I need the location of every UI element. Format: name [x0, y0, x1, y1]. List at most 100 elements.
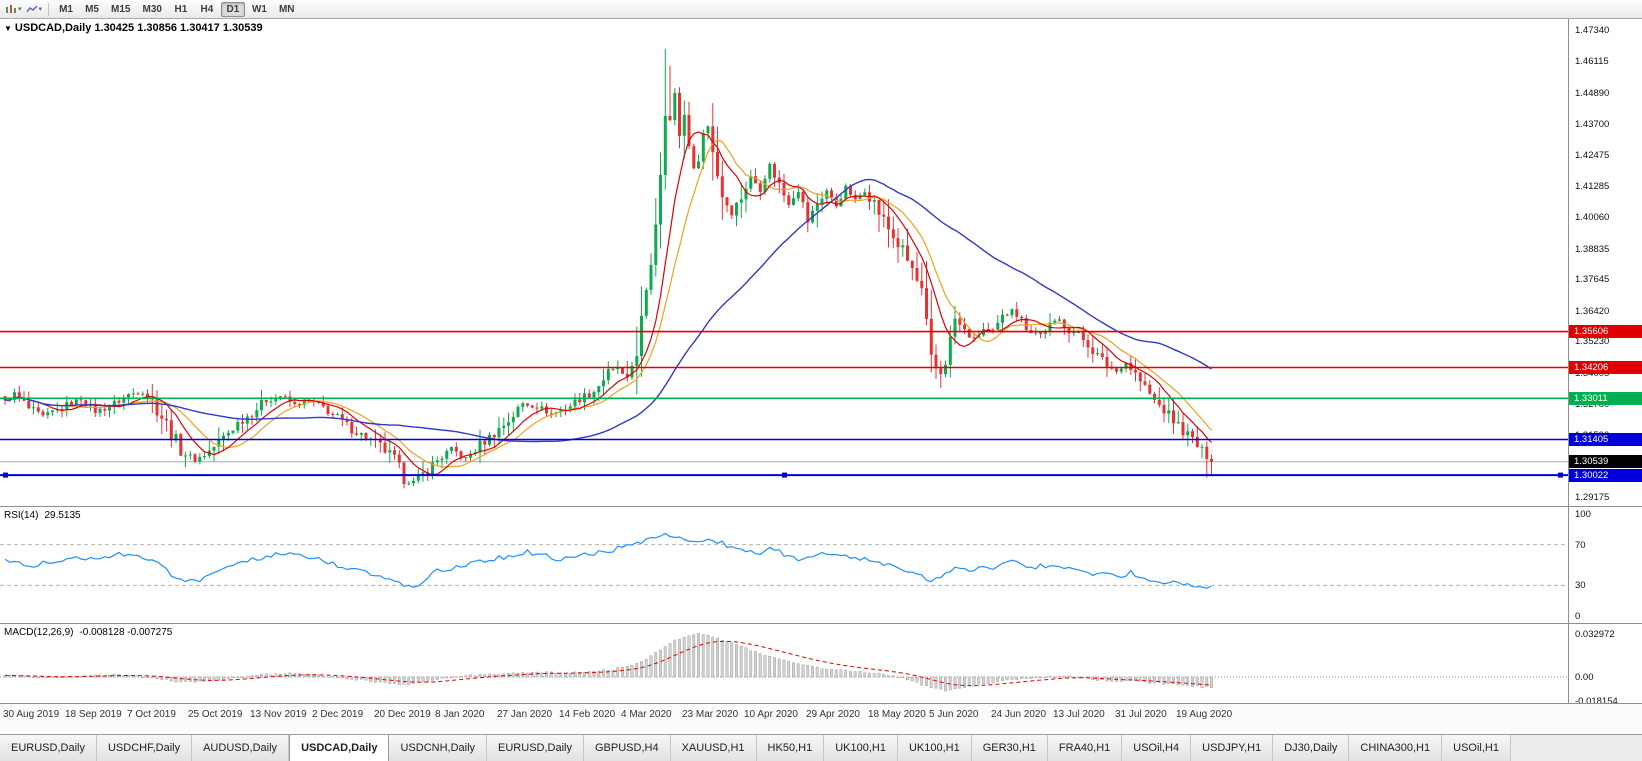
candlestick-canvas[interactable] — [0, 19, 1568, 506]
hline-price-tag[interactable]: 1.30022 — [1569, 469, 1642, 482]
chart-tab-china300-h1[interactable]: CHINA300,H1 — [1349, 735, 1443, 761]
rsi-axis-label: 30 — [1575, 580, 1586, 591]
hline-price-tag[interactable]: 1.31405 — [1569, 433, 1642, 446]
price-axis-tick: 1.40060 — [1575, 212, 1610, 223]
collapse-triangle-icon[interactable]: ▼ — [4, 24, 12, 33]
date-axis-label: 2 Dec 2019 — [312, 709, 364, 720]
macd-name: MACD(12,26,9) — [4, 627, 74, 638]
date-axis-label: 20 Dec 2019 — [374, 709, 431, 720]
price-axis-tick: 1.41285 — [1575, 181, 1610, 192]
price-axis-tick: 1.36420 — [1575, 306, 1610, 317]
rsi-name: RSI(14) — [4, 510, 39, 521]
timeframe-toolbar: ▾ ▾ M1 M5 M15 M30 H1 H4 D1 W1 MN — [0, 0, 1642, 19]
rsi-axis-label: 100 — [1575, 509, 1591, 520]
macd-canvas[interactable] — [0, 624, 1568, 703]
date-axis-label: 23 Mar 2020 — [682, 709, 739, 720]
price-chart-panel[interactable]: ▼ USDCAD,Daily 1.30425 1.30856 1.30417 1.… — [0, 19, 1568, 506]
current-price-tag[interactable]: 1.30539 — [1569, 455, 1642, 468]
rsi-axis-label: 70 — [1575, 540, 1586, 551]
date-axis-label: 7 Oct 2019 — [127, 709, 176, 720]
chart-tab-uk100-h1[interactable]: UK100,H1 — [824, 735, 898, 761]
chart-tab-usdcad-daily[interactable]: USDCAD,Daily — [289, 735, 390, 761]
chart-tab-uk100-h1[interactable]: UK100,H1 — [897, 735, 972, 761]
timeframe-button-m30[interactable]: M30 — [142, 3, 162, 15]
timeframe-button-m15[interactable]: M15 — [111, 3, 131, 15]
chart-tab-ger30-h1[interactable]: GER30,H1 — [971, 735, 1048, 761]
chart-tab-eurusd-daily[interactable]: EURUSD,Daily — [0, 735, 97, 761]
date-axis-label: 13 Nov 2019 — [250, 709, 307, 720]
macd-axis-label: 0.00 — [1575, 672, 1594, 683]
chart-tab-gbpusd-h4[interactable]: GBPUSD,H4 — [584, 735, 671, 761]
price-axis-tick: 1.29175 — [1575, 492, 1610, 503]
timeframe-buttons-group: M1 M5 M15 M30 H1 H4 D1 W1 MN — [53, 1, 300, 17]
panel-separator[interactable] — [0, 623, 1642, 624]
rsi-indicator-panel[interactable]: RSI(14) 29.5135 — [0, 507, 1568, 623]
date-axis[interactable]: 30 Aug 2019 18 Sep 2019 7 Oct 2019 25 Oct 2… — [0, 704, 1642, 734]
chart-tab-usdcnh-daily[interactable]: USDCNH,Daily — [389, 735, 488, 761]
price-axis-tick: 1.35230 — [1575, 336, 1610, 347]
date-axis-label: 14 Feb 2020 — [559, 709, 616, 720]
date-axis-label: 13 Jul 2020 — [1053, 709, 1105, 720]
price-axis-tick: 1.43700 — [1575, 119, 1610, 130]
macd-indicator-panel[interactable]: MACD(12,26,9) -0.008128 -0.007275 — [0, 624, 1568, 703]
date-axis-label: 18 Sep 2019 — [65, 709, 122, 720]
chart-symbol-label: USDCAD,Daily — [14, 22, 92, 34]
price-axis-tick: 1.42475 — [1575, 150, 1610, 161]
date-axis-label: 24 Jun 2020 — [991, 709, 1047, 720]
chart-tab-usoil-h4[interactable]: USOil,H4 — [1122, 735, 1192, 761]
date-axis-label: 4 Mar 2020 — [621, 709, 672, 720]
chart-tab-audusd-daily[interactable]: AUDUSD,Daily — [192, 735, 290, 761]
timeframe-button-d1[interactable]: D1 — [220, 1, 245, 17]
chart-tab-usoil-h1[interactable]: USOil,H1 — [1442, 735, 1511, 761]
price-axis-tick: 1.46115 — [1575, 56, 1609, 67]
chart-tab-usdchf-daily[interactable]: USDCHF,Daily — [96, 735, 193, 761]
rsi-axis-label: 0 — [1575, 611, 1581, 622]
panel-separator[interactable] — [0, 506, 1642, 507]
macd-axis-label: -0.018154 — [1575, 696, 1618, 707]
toolbar-separator — [48, 2, 50, 16]
panel-separator — [0, 703, 1642, 704]
chart-tab-hk50-h1[interactable]: HK50,H1 — [756, 735, 825, 761]
timeframe-button-m5[interactable]: M5 — [85, 3, 99, 15]
chart-tab-usdjpy-h1[interactable]: USDJPY,H1 — [1191, 735, 1274, 761]
chevron-down-icon: ▾ — [38, 6, 43, 13]
timeframe-button-mn[interactable]: MN — [278, 3, 295, 15]
date-axis-label: 29 Apr 2020 — [806, 709, 860, 720]
macd-axis-label: 0.032972 — [1575, 629, 1615, 640]
chart-tab-eurusd-daily[interactable]: EURUSD,Daily — [487, 735, 584, 761]
date-axis-label: 27 Jan 2020 — [497, 709, 553, 720]
date-axis-label: 25 Oct 2019 — [188, 709, 243, 720]
chart-tab-dj30-daily[interactable]: DJ30,Daily — [1273, 735, 1350, 761]
timeframe-button-h1[interactable]: H1 — [174, 3, 188, 15]
rsi-value: 29.5135 — [44, 510, 81, 521]
price-axis-tick: 1.37645 — [1575, 274, 1610, 285]
date-axis-label: 31 Jul 2020 — [1115, 709, 1167, 720]
rsi-canvas[interactable] — [0, 507, 1568, 623]
indicators-icon[interactable]: ▾ — [25, 4, 43, 15]
price-axis-tick: 1.44890 — [1575, 88, 1610, 99]
timeframe-button-h4[interactable]: H4 — [200, 3, 214, 15]
chart-title-overlay: ▼ USDCAD,Daily 1.30425 1.30856 1.30417 1.… — [4, 22, 263, 34]
price-axis[interactable]: 1.47340 1.46115 1.44890 1.43700 1.42475 1.412… — [1569, 19, 1642, 707]
rsi-label-overlay: RSI(14) 29.5135 — [4, 510, 81, 521]
timeframe-button-m1[interactable]: M1 — [59, 3, 73, 15]
hline-price-tag[interactable]: 1.35606 — [1569, 325, 1642, 338]
hline-price-tag[interactable]: 1.33011 — [1569, 392, 1642, 405]
chart-type-icon[interactable]: ▾ — [5, 4, 22, 15]
hline-price-tag[interactable]: 1.34206 — [1569, 361, 1642, 374]
macd-values: -0.008128 -0.007275 — [79, 627, 173, 638]
date-axis-label: 30 Aug 2019 — [3, 709, 60, 720]
date-axis-label: 5 Jun 2020 — [929, 709, 979, 720]
date-axis-label: 18 May 2020 — [868, 709, 926, 720]
macd-label-overlay: MACD(12,26,9) -0.008128 -0.007275 — [4, 627, 172, 638]
chevron-down-icon: ▾ — [18, 6, 22, 13]
date-axis-label: 8 Jan 2020 — [435, 709, 485, 720]
price-axis-tick: 1.47340 — [1575, 25, 1610, 36]
chart-tab-fra40-h1[interactable]: FRA40,H1 — [1047, 735, 1123, 761]
date-axis-label: 19 Aug 2020 — [1176, 709, 1233, 720]
chart-tab-xauusd-h1[interactable]: XAUUSD,H1 — [670, 735, 757, 761]
timeframe-button-w1[interactable]: W1 — [251, 3, 267, 15]
chart-ohlc-values: 1.30425 1.30856 1.30417 1.30539 — [94, 22, 263, 34]
date-axis-label: 10 Apr 2020 — [744, 709, 798, 720]
